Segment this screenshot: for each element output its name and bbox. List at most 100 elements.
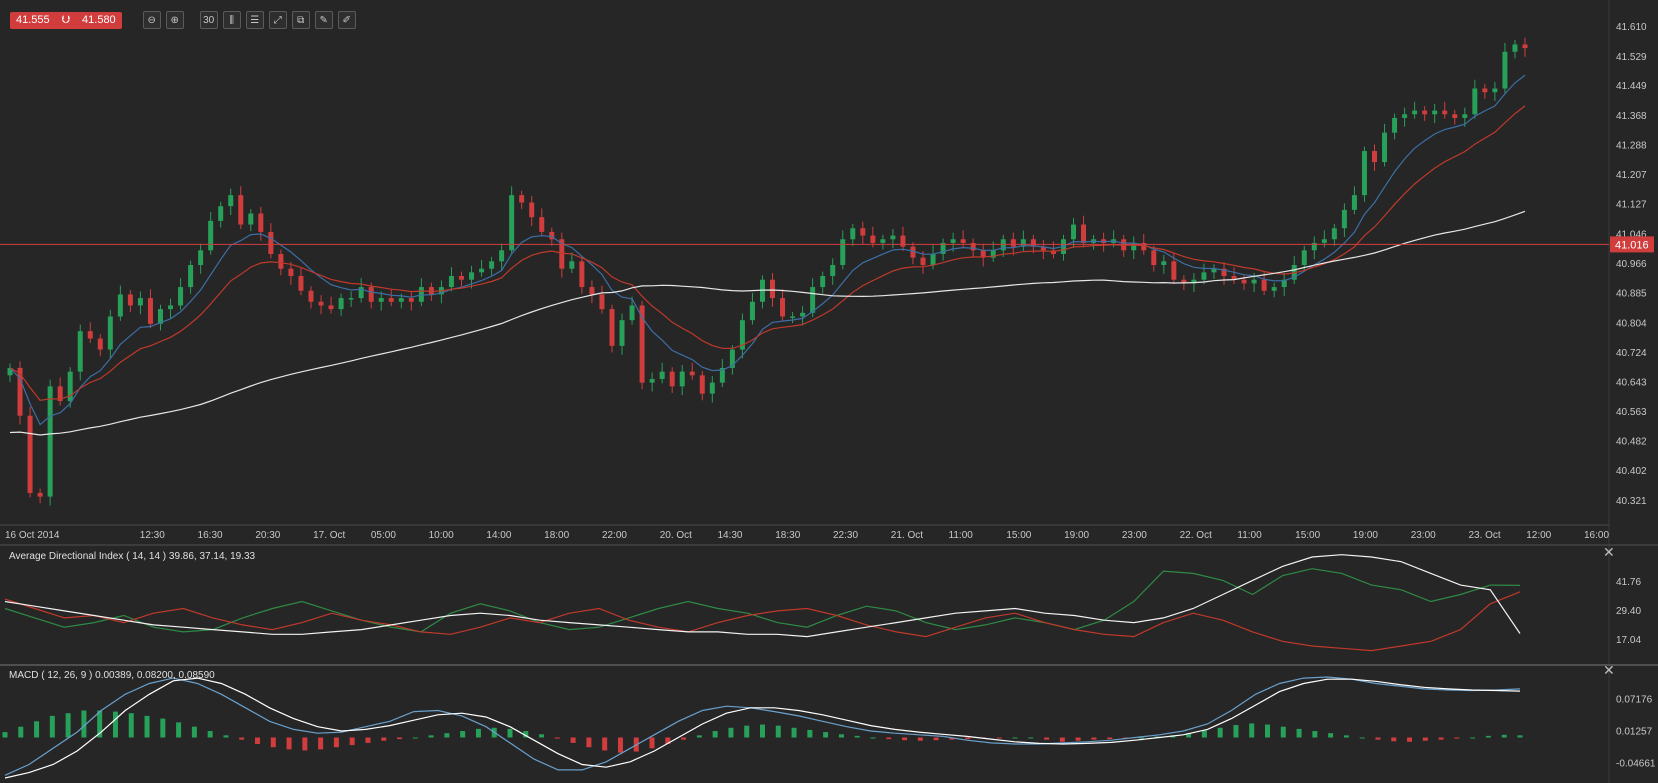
bid-price: 41.555	[16, 14, 50, 26]
candle-down	[549, 231, 555, 240]
candle-up	[800, 312, 806, 317]
macd-bar	[1454, 737, 1460, 739]
candle-up	[398, 298, 404, 302]
timeframe-button[interactable]: 30	[199, 11, 218, 29]
macd-bar	[775, 725, 781, 738]
macd-bar	[65, 713, 71, 738]
candle-up	[749, 301, 755, 321]
close-macd-icon[interactable]: ✕	[1603, 662, 1615, 678]
price-tick-label: 40.885	[1616, 289, 1647, 300]
time-tick-label: 23:00	[1122, 530, 1147, 541]
candle-down	[238, 195, 244, 225]
indicators-button[interactable]: ☰	[245, 11, 264, 29]
price-badge[interactable]: 41.555 ⮋ 41.580	[10, 11, 122, 29]
macd-bar	[128, 713, 134, 738]
zoom-in-icon: ⊕	[170, 14, 179, 26]
draw-button[interactable]: ✐	[337, 11, 356, 29]
arrow-down-icon: ⮋	[61, 13, 71, 26]
zoom-in-button[interactable]: ⊕	[165, 11, 184, 29]
time-tick-label: 11:00	[949, 530, 974, 541]
chart-toolbar: 41.555 ⮋ 41.580 ⊖ ⊕ 30 ⫼ ☰ ⤢ ⧉ ✎ ✐	[10, 10, 356, 30]
price-tick-label: 40.321	[1616, 496, 1647, 507]
time-tick-label: 22. Oct	[1180, 530, 1212, 541]
candle-up	[178, 287, 184, 306]
macd-bar	[665, 737, 671, 744]
candle-up	[1472, 88, 1478, 115]
macd-bar	[570, 737, 576, 743]
candle-up	[1402, 114, 1408, 118]
candle-down	[1422, 110, 1428, 115]
candle-up	[1131, 242, 1137, 251]
macd-bar	[728, 727, 734, 738]
candle-up	[1412, 110, 1418, 115]
edit-button[interactable]: ✎	[314, 11, 333, 29]
macd-bar	[1233, 725, 1239, 738]
candle-down	[870, 235, 876, 243]
candle-down	[639, 305, 645, 383]
time-tick-label: 20:30	[255, 530, 280, 541]
macd-bar	[176, 722, 182, 738]
macd-bar	[1217, 727, 1223, 738]
macd-bar	[97, 710, 103, 738]
time-tick-label: 12:30	[140, 530, 165, 541]
time-tick-label: 22:00	[602, 530, 627, 541]
price-tick-label: 41.207	[1616, 170, 1647, 181]
macd-bar	[744, 725, 750, 738]
candle-down	[368, 287, 374, 302]
candle-up	[1291, 265, 1297, 280]
price-tick-label: 40.643	[1616, 378, 1647, 389]
candle-up	[739, 320, 745, 350]
candle-up	[1462, 114, 1468, 118]
zoom-out-button[interactable]: ⊖	[142, 11, 161, 29]
expand-button[interactable]: ⤢	[268, 11, 287, 29]
macd-bar	[1154, 736, 1160, 738]
macd-bar	[681, 737, 687, 740]
price-tick-label: 41.288	[1616, 140, 1647, 151]
candle-down	[780, 298, 786, 317]
macd-signal-line	[4, 677, 1521, 779]
candles	[7, 37, 1528, 506]
macd-bar	[854, 735, 860, 738]
candle-up	[1392, 117, 1398, 133]
current-price-label: 41.016	[1615, 239, 1649, 251]
candle-up	[1281, 279, 1287, 288]
candle-down	[609, 309, 615, 346]
candle-down	[689, 371, 695, 376]
candle-up	[67, 371, 73, 402]
chart-type-button[interactable]: ⫼	[222, 11, 241, 29]
time-tick-label: 14:00	[486, 530, 511, 541]
candle-down	[298, 276, 304, 291]
candle-up	[890, 235, 896, 240]
draw-icon: ✐	[342, 14, 351, 26]
candle-down	[860, 228, 866, 236]
candle-up	[649, 378, 655, 383]
macd-bar	[270, 737, 276, 748]
macd-bar	[649, 737, 655, 749]
macd-bar	[1044, 737, 1050, 740]
candle-down	[669, 371, 675, 387]
candle-up	[790, 316, 796, 318]
macd-bar	[933, 737, 939, 741]
macd-bar	[34, 721, 40, 738]
candle-up	[479, 268, 485, 273]
copy-button[interactable]: ⧉	[291, 11, 310, 29]
macd-bar	[949, 737, 955, 740]
macd-bar	[886, 737, 892, 740]
candle-up	[850, 228, 856, 240]
candle-down	[97, 338, 103, 350]
macd-bar	[1249, 723, 1255, 738]
candle-up	[1432, 110, 1438, 115]
candle-down	[1141, 242, 1147, 251]
price-tick-label: 41.368	[1616, 111, 1647, 122]
candle-down	[278, 253, 284, 269]
macd-bar	[349, 737, 355, 746]
macd-bar	[1059, 737, 1065, 742]
candle-up	[469, 272, 475, 280]
candle-up	[208, 220, 214, 251]
candle-down	[910, 246, 916, 258]
close-adx-icon[interactable]: ✕	[1603, 544, 1615, 560]
macd-bar	[2, 732, 8, 738]
macd-bar	[996, 737, 1002, 739]
time-tick-label: 19:00	[1353, 530, 1378, 541]
